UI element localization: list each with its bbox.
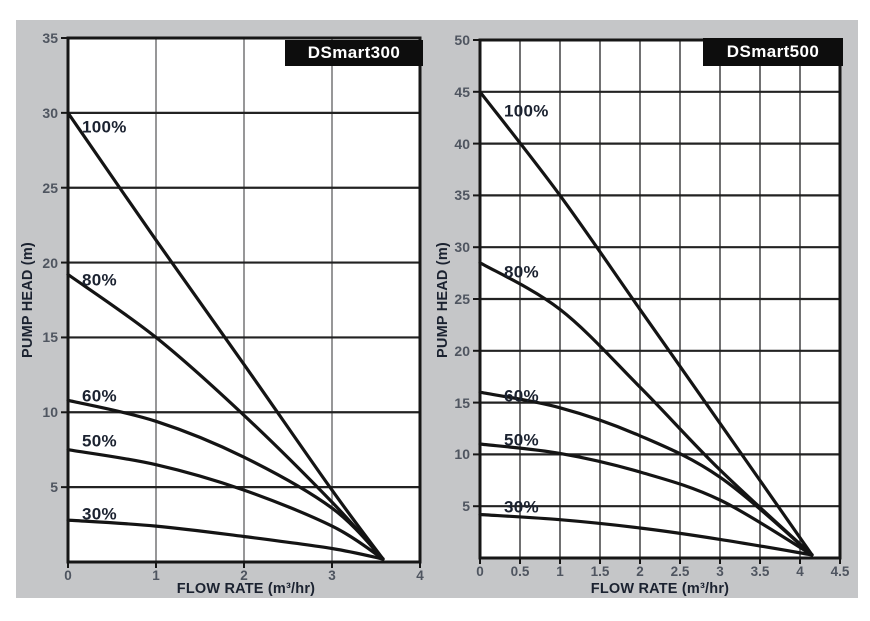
chart300-curve-label-80pct: 80% [82,270,117,290]
chart300-xtick-3: 3 [328,568,336,583]
chart300-curve-80pct [66,272,385,561]
chart500-curve-label-60pct: 60% [504,386,539,406]
chart300-tick-marks [61,37,421,568]
chart300-curve-label-50pct: 50% [82,431,117,451]
chart500-xtick-2.5: 2.5 [670,564,690,579]
chart300-curve-100pct [66,111,385,561]
chart500-gridlines [480,40,840,558]
chart300-curve-50pct [66,448,385,561]
chart300-ytick-5: 5 [50,479,58,496]
chart500-xtick-2: 2 [636,564,644,579]
chart300-ytick-25: 25 [42,179,58,196]
chart500-xtick-3.5: 3.5 [750,564,770,579]
chart500-ytick-10: 10 [454,446,470,463]
chart300-title: DSmart300 [307,43,401,62]
chart500-ytick-15: 15 [454,394,470,411]
chart500-xtick-0: 0 [476,564,484,579]
chart500-ytick-40: 40 [454,135,470,152]
chart500-curve-50pct [478,442,814,557]
chart500-xtick-4.5: 4.5 [830,564,850,579]
chart500-ytick-20: 20 [454,342,470,359]
chart300-curve-label-30pct: 30% [82,504,117,524]
chart300-ytick-10: 10 [42,404,58,421]
chart300-ytick-20: 20 [42,254,58,271]
chart300-curve-label-60pct: 60% [82,386,117,406]
chart300-xtick-4: 4 [416,568,424,583]
chart300-curve-30pct [66,518,385,561]
chart500-curve-label-80pct: 80% [504,262,539,282]
chart300-y-axis-title: PUMP HEAD (m) [19,242,36,358]
chart300-xtick-2: 2 [240,568,248,583]
chart300-ytick-35: 35 [42,30,58,46]
chart500-ytick-50: 50 [454,32,470,48]
chart500-ytick-25: 25 [454,291,470,307]
chart300-curve-60pct [66,398,385,561]
chart500-tick-marks [473,39,841,564]
chart500-ytick-45: 45 [454,83,470,100]
chart300-ytick-30: 30 [42,104,58,121]
chart500-xtick-0.5: 0.5 [510,564,530,579]
chart500-x-axis-title: FLOW RATE (m³/hr) [590,580,730,597]
chart500-y-axis-title: PUMP HEAD (m) [434,242,451,358]
chart300-title-badge: DSmart300 [285,40,423,66]
chart500-curve-label-50pct: 50% [504,430,539,450]
chart300-ytick-15: 15 [42,329,58,346]
chart500-curve-label-100pct: 100% [504,101,549,121]
chart500-ytick-35: 35 [454,187,470,204]
chart500-ytick-30: 30 [454,239,470,256]
chart300-curve-label-100pct: 100% [82,117,127,137]
chart500-curve-30pct [478,512,814,557]
chart500-ytick-5: 5 [462,498,470,515]
chart300-xtick-0: 0 [64,568,72,583]
chart500-xtick-1.5: 1.5 [590,564,610,579]
chart300-x-axis-title: FLOW RATE (m³/hr) [176,580,316,597]
chart500-xtick-4: 4 [796,564,804,579]
chart500-xtick-3: 3 [716,564,724,579]
chart500-curve-100pct [478,90,814,557]
chart500-curve-60pct [478,390,814,557]
chart500-xtick-1: 1 [556,564,564,579]
chart500-curve-label-30pct: 30% [504,497,539,517]
chart500-title-badge: DSmart500 [703,38,843,66]
chart300-xtick-1: 1 [152,568,160,583]
chart500-title: DSmart500 [726,42,820,61]
